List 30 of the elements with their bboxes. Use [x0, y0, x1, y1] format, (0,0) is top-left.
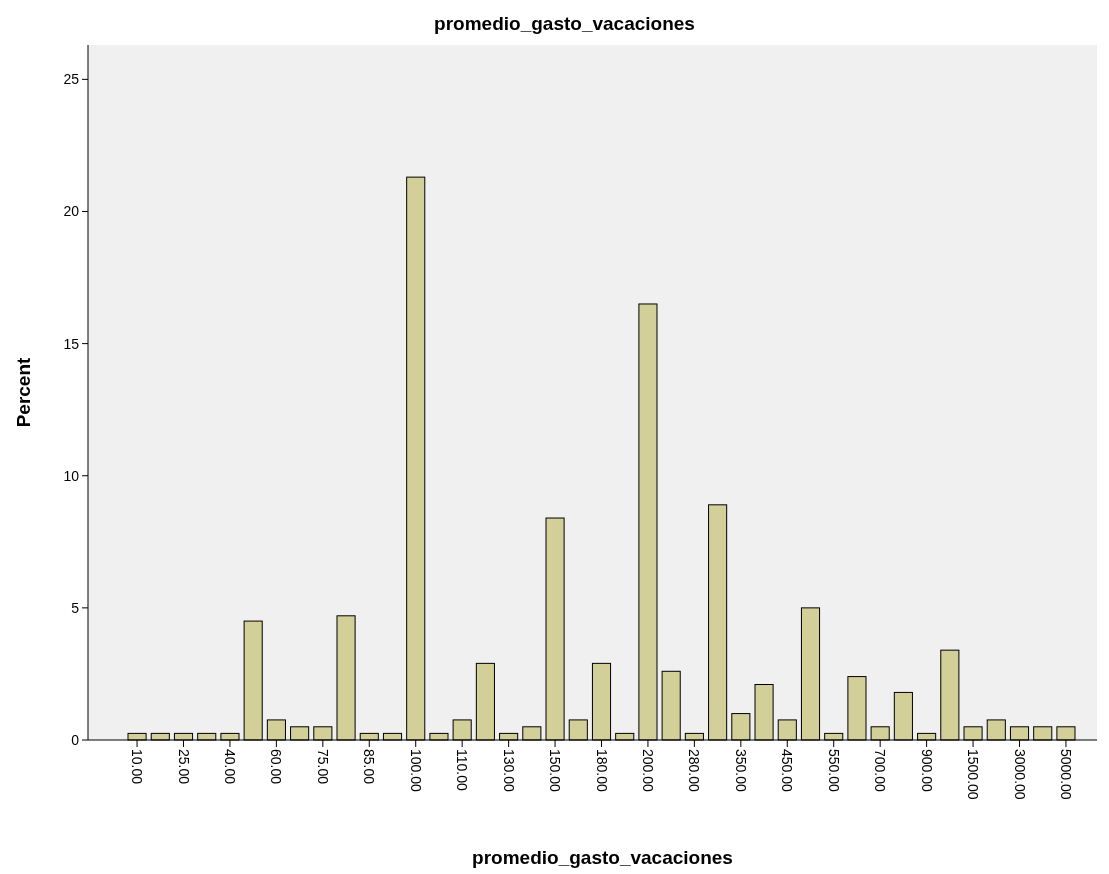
x-tick-label: 40.00	[222, 749, 239, 785]
x-tick-label: 150.00	[547, 749, 564, 793]
x-tick-label: 180.00	[593, 749, 610, 793]
x-tick-label: 700.00	[872, 749, 889, 793]
chart-title: promedio_gasto_vacaciones	[434, 13, 695, 34]
x-tick-label: 110.00	[454, 749, 471, 791]
x-tick-label: 10.00	[129, 749, 146, 785]
x-tick-label: 3000.00	[1011, 749, 1028, 800]
x-axis-title: promedio_gasto_vacaciones	[472, 847, 733, 868]
x-tick-label: 350.00	[732, 749, 749, 793]
x-tick-label: 280.00	[686, 749, 703, 793]
x-tick-label: 5000.00	[1058, 749, 1075, 800]
x-tick-label: 450.00	[779, 749, 796, 793]
x-tick-label: 130.00	[500, 749, 517, 793]
x-tick-label: 75.00	[314, 749, 331, 785]
y-tick-label: 10	[63, 467, 80, 484]
x-tick-label: 550.00	[825, 749, 842, 793]
x-tick-label: 25.00	[175, 749, 192, 785]
y-tick-label: 15	[63, 335, 80, 352]
y-tick-label: 25	[63, 71, 80, 88]
y-axis-title: Percent	[13, 356, 34, 428]
y-tick-label: 5	[71, 599, 80, 616]
x-tick-label: 200.00	[640, 749, 657, 793]
x-tick-label: 1500.00	[965, 749, 982, 800]
y-tick-label: 0	[71, 731, 80, 748]
x-tick-label: 900.00	[918, 749, 935, 793]
x-tick-label: 85.00	[361, 749, 378, 785]
y-tick-label: 20	[63, 203, 80, 220]
x-tick-label: 60.00	[268, 749, 285, 785]
x-tick-label: 100.00	[407, 749, 424, 793]
